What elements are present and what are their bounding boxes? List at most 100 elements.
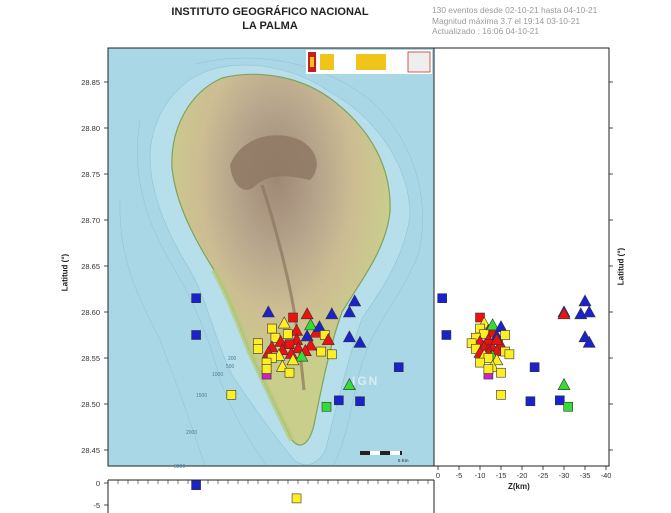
lat-tick-label: 28.50 xyxy=(81,400,100,409)
lat-tick-label: 28.75 xyxy=(81,170,100,179)
depth-event-marker xyxy=(563,401,574,412)
depth-event-marker xyxy=(557,307,571,320)
map-event-marker xyxy=(288,312,298,323)
depth-event-marker xyxy=(496,367,506,378)
depth-event-marker xyxy=(578,294,592,307)
depth-tick-label: -25 xyxy=(538,471,549,480)
map-event-marker xyxy=(261,305,275,318)
map-event-marker xyxy=(342,378,356,390)
map-event-marker xyxy=(321,332,335,345)
map-event-marker xyxy=(353,335,367,348)
lat-tick-label: 28.65 xyxy=(81,262,100,271)
bathymetry-contour-3 xyxy=(119,199,206,466)
map-events xyxy=(191,293,404,412)
lat-tick-label: 28.70 xyxy=(81,216,100,225)
ministry-label-icon xyxy=(356,54,386,70)
depth-tick-label: -20 xyxy=(517,471,528,480)
contour-label-1000: 1000 xyxy=(212,372,223,378)
depth-event-marker xyxy=(529,362,540,373)
map-event-marker xyxy=(348,294,362,307)
map-event-marker xyxy=(312,320,326,333)
lat-tick-label: 28.80 xyxy=(81,124,100,133)
contour-label-500: 500 xyxy=(226,364,235,370)
depth-section-frame xyxy=(433,47,610,467)
info-max-magnitude: Magnitud máxima 3.7 el 19:14 03-10-21 xyxy=(432,15,581,26)
map-event-marker xyxy=(325,307,339,320)
depth-tick-label: -5 xyxy=(456,471,463,480)
map-event-marker xyxy=(252,343,263,354)
map-event-marker xyxy=(226,389,237,400)
depth-event-marker xyxy=(500,330,511,340)
map-event-marker xyxy=(342,330,356,343)
contour-label-1500: 1500 xyxy=(196,393,207,399)
depth-event-marker xyxy=(525,396,536,407)
lower-event-marker xyxy=(291,493,302,504)
depth-events xyxy=(437,293,596,412)
map-event-marker xyxy=(326,349,337,360)
event-info: 130 eventos desde 02-10-21 hasta 04-10-2… xyxy=(432,5,597,37)
scale-bar-label: 5 Km xyxy=(398,458,409,463)
depth-tick-label: -10 xyxy=(475,471,486,480)
lat-tick-label: 28.45 xyxy=(81,446,100,455)
depth-event-marker xyxy=(475,357,485,368)
map-event-marker xyxy=(284,367,295,378)
map-event-marker xyxy=(267,323,277,334)
island-la-palma xyxy=(171,73,391,446)
map-event-marker xyxy=(393,362,404,373)
depth-event-marker xyxy=(496,389,506,400)
government-crest-icon xyxy=(320,54,334,70)
depth-axis-label: Z(km) xyxy=(508,482,530,491)
lat-tick-label: 28.60 xyxy=(81,308,100,317)
depth-event-marker xyxy=(483,364,494,374)
depth-tick-label: -30 xyxy=(559,471,570,480)
map-event-marker xyxy=(291,341,305,354)
caldera-taburiente xyxy=(230,135,317,190)
map-event-marker xyxy=(191,330,201,340)
map-event-marker xyxy=(342,305,356,318)
title-line-1: INSTITUTO GEOGRÁFICO NACIONAL xyxy=(171,6,369,18)
map-event-marker xyxy=(355,396,365,407)
lower-tick-label: -5 xyxy=(93,501,100,510)
depth-event-marker xyxy=(557,378,571,390)
map-event-marker xyxy=(316,346,327,357)
axis-ticks xyxy=(104,81,613,506)
map-event-marker xyxy=(295,349,309,362)
bathymetry-contour-2 xyxy=(137,119,268,466)
title-line-2: LA PALMA xyxy=(242,20,298,32)
map-event-marker xyxy=(191,293,201,304)
depth-tick-label: -40 xyxy=(601,471,612,480)
map-event-marker xyxy=(304,318,318,331)
map-event-marker xyxy=(300,307,314,320)
depth-tick-label: -35 xyxy=(580,471,591,480)
map-event-marker xyxy=(300,329,314,342)
coastal-vegetation xyxy=(211,268,295,442)
map-event-marker xyxy=(282,329,293,339)
depth-event-marker xyxy=(504,349,515,360)
depth-event-marker xyxy=(437,293,448,304)
lower-tick-label: 0 xyxy=(96,479,100,488)
map-event-marker xyxy=(277,316,291,329)
map-panel xyxy=(108,48,434,466)
map-event-marker xyxy=(286,353,300,366)
depth-event-marker xyxy=(441,330,452,340)
depth-event-marker xyxy=(574,307,588,320)
depth-event-marker xyxy=(486,318,500,331)
map-event-marker xyxy=(284,339,295,350)
contour-label-2000: 2000 xyxy=(186,430,197,436)
lower-events xyxy=(191,480,302,504)
info-event-count: 130 eventos desde 02-10-21 hasta 04-10-2… xyxy=(432,5,598,15)
scale-bar xyxy=(360,451,402,455)
anniversary-logo-icon xyxy=(407,51,431,73)
map-event-marker xyxy=(304,338,318,351)
depth-event-marker xyxy=(582,305,596,318)
map-title: INSTITUTO GEOGRÁFICO NACIONAL LA PALMA xyxy=(150,5,390,33)
depth-event-marker xyxy=(483,353,494,363)
lat-tick-label: 28.85 xyxy=(81,78,100,87)
lat-tick-label: 28.55 xyxy=(81,354,100,363)
depth-event-marker xyxy=(490,332,504,345)
lower-event-marker xyxy=(191,480,201,491)
depth-event-marker xyxy=(554,395,565,406)
map-event-marker xyxy=(334,395,344,406)
ign-watermark: IGN xyxy=(352,374,379,388)
